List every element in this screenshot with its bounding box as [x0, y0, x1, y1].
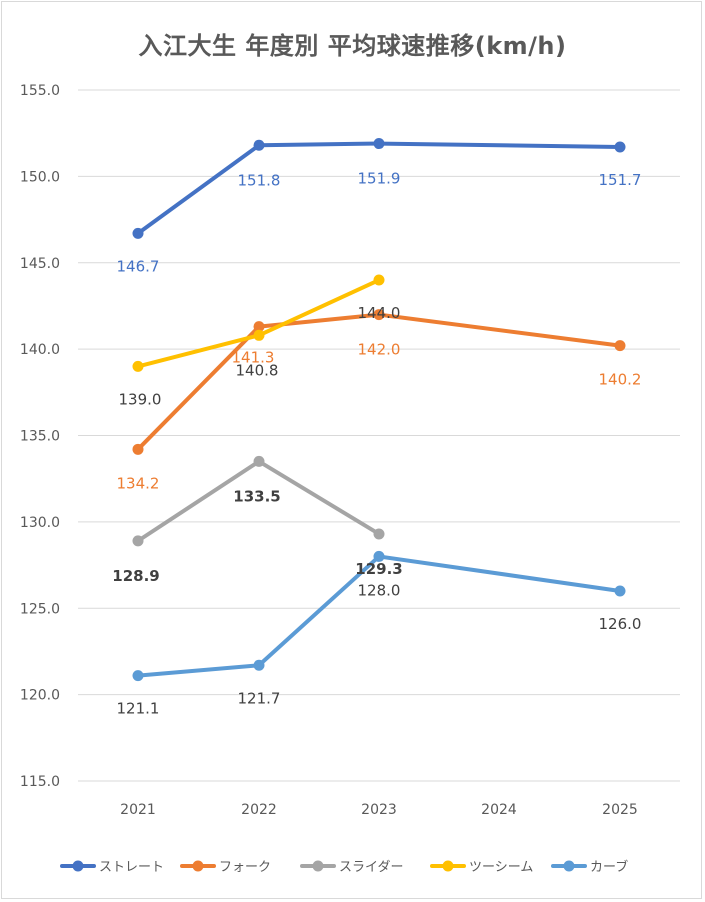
series-marker: [253, 455, 265, 467]
series-marker: [132, 443, 144, 455]
series-marker: [373, 309, 385, 321]
series-marker: [614, 340, 626, 352]
series-marker: [132, 227, 144, 239]
series-marker: [253, 139, 265, 151]
series-group: [132, 138, 626, 682]
series-marker: [614, 585, 626, 597]
legend[interactable]: ストレート フォーク スライダー ツーシーム カーブ: [60, 859, 628, 875]
data-label: 121.7: [238, 689, 281, 707]
y-tick-label: 125.0: [20, 601, 60, 617]
y-tick-label: 130.0: [20, 515, 60, 531]
data-label: 141.3: [232, 349, 275, 367]
data-label: 140.8: [236, 361, 279, 379]
legend-item[interactable]: ツーシーム: [430, 860, 533, 875]
data-label: 140.2: [599, 371, 642, 389]
data-label: 151.7: [599, 171, 642, 189]
y-tick-label: 155.0: [20, 83, 60, 99]
y-axis: 155.0 150.0 145.0 140.0 135.0 130.0 125.0 120.0…: [20, 83, 60, 790]
y-tick-label: 140.0: [20, 342, 60, 358]
legend-item[interactable]: カーブ: [551, 859, 628, 875]
chart-title: 入江大生 年度別 平均球速推移(km/h): [138, 32, 567, 60]
x-tick-label: 2022: [241, 802, 277, 818]
y-tick-label: 135.0: [20, 429, 60, 445]
y-tick-label: 120.0: [20, 688, 60, 704]
series-line: [136, 141, 622, 236]
series-marker: [132, 360, 144, 372]
legend-label: スライダー: [339, 860, 403, 875]
series-marker: [132, 670, 144, 682]
series-marker: [373, 528, 385, 540]
data-label: 151.9: [358, 170, 401, 188]
series-marker: [614, 141, 626, 153]
x-tick-label: 2023: [361, 802, 397, 818]
legend-label: ツーシーム: [469, 860, 533, 875]
legend-swatch-marker: [563, 860, 575, 872]
legend-label: カーブ: [590, 859, 628, 875]
x-tick-label: 2025: [602, 802, 638, 818]
legend-swatch-marker: [312, 860, 324, 872]
y-tick-label: 115.0: [20, 774, 60, 790]
legend-label: フォーク: [219, 860, 271, 875]
y-tick-label: 145.0: [20, 256, 60, 272]
series-marker: [373, 550, 385, 562]
x-tick-label: 2024: [481, 802, 517, 818]
x-tick-label: 2021: [120, 802, 156, 818]
data-label: 128.9: [112, 567, 159, 585]
data-labels: 146.7 151.8 151.9 151.7 134.2 141.3 142.0 140.2…: [112, 170, 641, 718]
data-label: 129.3: [355, 560, 402, 578]
data-label: 121.1: [117, 700, 160, 718]
data-label: 151.8: [238, 171, 281, 189]
series-marker: [253, 659, 265, 671]
series-marker: [253, 329, 265, 341]
data-label: 126.0: [599, 615, 642, 633]
legend-label: ストレート: [99, 860, 164, 875]
y-tick-label: 150.0: [20, 169, 60, 185]
gridlines: [78, 89, 680, 782]
series-marker: [373, 138, 385, 150]
series-marker: [373, 274, 385, 286]
legend-swatch-marker: [442, 860, 454, 872]
data-label: 144.0: [358, 304, 401, 322]
legend-item[interactable]: ストレート: [60, 860, 164, 875]
data-label: 146.7: [117, 257, 160, 275]
data-label: 139.0: [119, 390, 162, 408]
legend-item[interactable]: スライダー: [300, 860, 403, 875]
data-label: 142.0: [358, 341, 401, 359]
data-label: 128.0: [358, 581, 401, 599]
series-line: [136, 312, 622, 452]
data-label: 133.5: [233, 487, 280, 505]
series-marker: [132, 535, 144, 547]
data-label: 134.2: [117, 474, 160, 492]
legend-swatch-marker: [192, 860, 204, 872]
legend-item[interactable]: フォーク: [180, 860, 271, 875]
series-line: [136, 554, 622, 678]
x-axis: 2021 2022 2023 2024 2025: [120, 802, 638, 818]
series-marker: [253, 321, 265, 333]
legend-swatch-marker: [72, 860, 84, 872]
